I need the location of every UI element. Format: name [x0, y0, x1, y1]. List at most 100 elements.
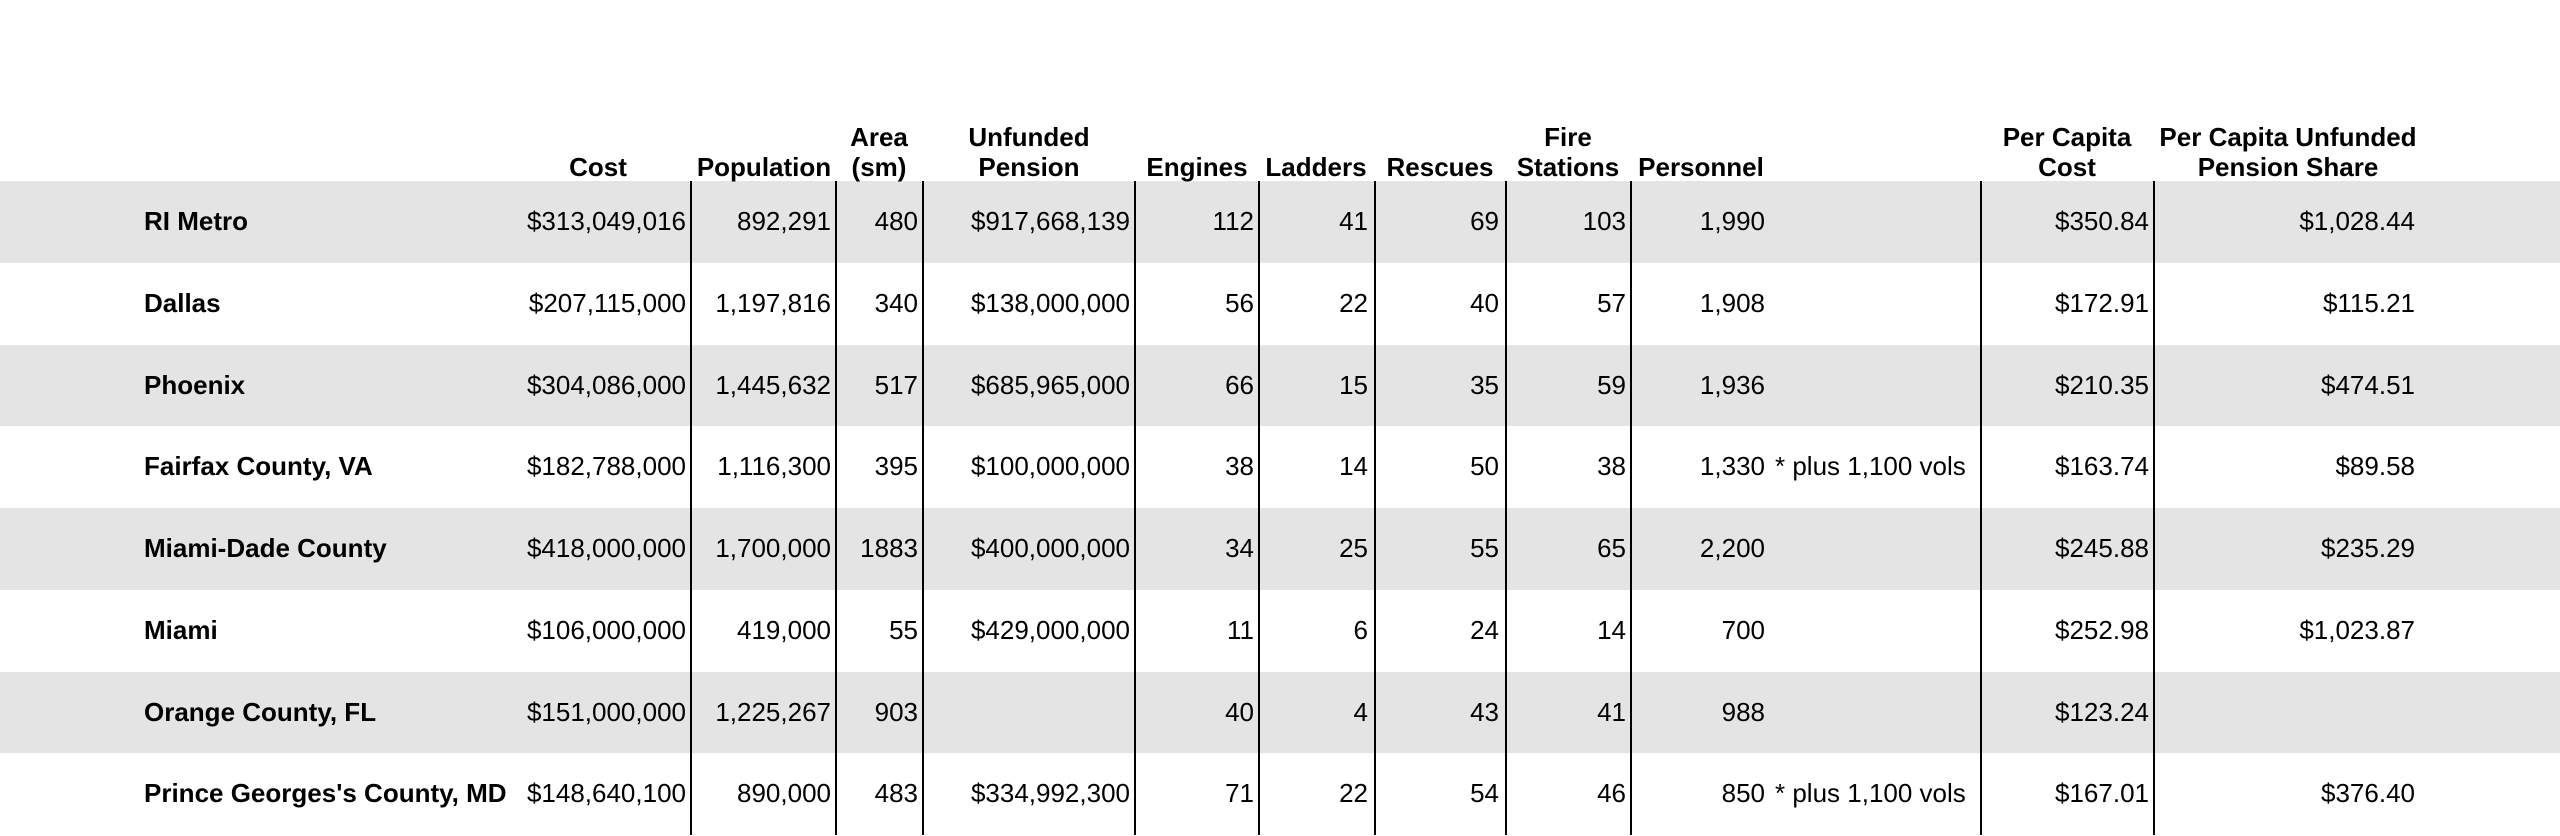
cell: $252.98 [2055, 614, 2149, 645]
cell: $138,000,000 [970, 287, 1130, 318]
cell: 14 [1339, 451, 1368, 482]
cell: 41 [1597, 696, 1626, 727]
cell: 112 [1212, 206, 1254, 236]
column-rule [922, 181, 924, 835]
cell: 71 [1225, 778, 1254, 809]
cell: $304,086,000 [526, 369, 686, 400]
cell: $429,000,000 [970, 614, 1130, 645]
column-header: (sm) [851, 152, 907, 182]
note: * plus 1,100 vols [1775, 778, 1966, 809]
cell: 34 [1225, 533, 1254, 563]
row-band [0, 344, 2560, 427]
cell: 22 [1339, 287, 1368, 318]
cell: 46 [1597, 778, 1626, 809]
cell: $350.84 [2055, 206, 2149, 236]
cell: 40 [1470, 287, 1499, 318]
cell: 340 [874, 287, 918, 318]
cell: 57 [1597, 287, 1626, 318]
row-label: Orange County, FL [144, 696, 377, 727]
cell: $172.91 [2055, 287, 2149, 318]
row-label: Dallas [144, 287, 221, 318]
cell: 103 [1582, 206, 1626, 236]
cell: 1,330 [1699, 451, 1765, 482]
cell: $123.24 [2055, 696, 2149, 727]
column-header: Area [850, 122, 908, 152]
cell: $182,788,000 [526, 451, 686, 482]
cell: 55 [1470, 533, 1499, 563]
column-rule [690, 181, 692, 835]
note: * plus 1,100 vols [1775, 451, 1966, 482]
cell: $148,640,100 [526, 778, 686, 809]
cell: $106,000,000 [526, 614, 686, 645]
cell: 50 [1470, 451, 1499, 482]
cell: $1,028.44 [2299, 206, 2415, 236]
cell: 890,000 [737, 778, 831, 809]
row-label: Miami-Dade County [144, 533, 387, 563]
cell: $334,992,300 [970, 778, 1130, 809]
cell: $210.35 [2055, 369, 2149, 400]
cell: 1,445,632 [715, 369, 831, 400]
column-rule [835, 181, 837, 835]
cell: $235.29 [2321, 533, 2415, 563]
row-band [0, 181, 2560, 263]
cell: $917,668,139 [970, 206, 1130, 236]
column-header: Ladders [1265, 152, 1367, 182]
cell: 1,990 [1699, 206, 1765, 236]
cell: 483 [874, 778, 918, 809]
cell: $151,000,000 [526, 696, 686, 727]
cell: $685,965,000 [970, 369, 1130, 400]
cell: 1,225,267 [715, 696, 831, 727]
column-header: Pension Share [2197, 152, 2379, 182]
cell: 38 [1225, 451, 1254, 482]
column-rule [1258, 181, 1260, 835]
cell: 11 [1227, 614, 1254, 645]
cell: $474.51 [2321, 369, 2415, 400]
cell: $376.40 [2321, 778, 2415, 809]
column-rule [1134, 181, 1136, 835]
cell: 1,197,816 [715, 287, 831, 318]
cell: 65 [1597, 533, 1626, 563]
cell: 43 [1470, 696, 1499, 727]
cell: $313,049,016 [526, 206, 686, 236]
cell: 419,000 [737, 614, 831, 645]
column-header: Per Capita [2002, 122, 2132, 152]
cell: 15 [1339, 369, 1368, 400]
column-header: Engines [1146, 152, 1248, 182]
cell: 14 [1597, 614, 1626, 645]
cell: 55 [889, 614, 918, 645]
cell: 903 [874, 696, 918, 727]
cell: 4 [1353, 696, 1368, 727]
row-label: RI Metro [144, 206, 248, 236]
cell: 56 [1225, 287, 1254, 318]
cell: 6 [1353, 614, 1368, 645]
column-header: Rescues [1386, 152, 1494, 182]
cell: $115.21 [2322, 287, 2415, 318]
cell: 22 [1339, 778, 1368, 809]
cell: $245.88 [2055, 533, 2149, 563]
row-label: Fairfax County, VA [144, 451, 373, 482]
cell: $163.74 [2055, 451, 2149, 482]
cell: 700 [1721, 614, 1765, 645]
row-label: Miami [144, 614, 218, 645]
cell: $100,000,000 [970, 451, 1130, 482]
cell: 40 [1225, 696, 1254, 727]
column-rule [2153, 181, 2155, 835]
cell: $89.58 [2335, 451, 2415, 482]
cell: $167.01 [2055, 778, 2149, 809]
column-header: Pension [978, 152, 1080, 182]
cell: 66 [1225, 369, 1254, 400]
cell: 2,200 [1699, 533, 1765, 563]
column-rule [1630, 181, 1632, 835]
cell: 41 [1339, 206, 1368, 236]
cell: 69 [1470, 206, 1499, 236]
cell: 1,936 [1699, 369, 1765, 400]
cell: 25 [1339, 533, 1368, 563]
cell: 1,700,000 [715, 533, 831, 563]
column-header: Population [696, 152, 832, 182]
cell: 59 [1597, 369, 1626, 400]
cell: 850 [1721, 778, 1765, 809]
cell: 35 [1470, 369, 1499, 400]
column-header: Cost [569, 152, 627, 182]
row-label: Phoenix [144, 369, 246, 400]
